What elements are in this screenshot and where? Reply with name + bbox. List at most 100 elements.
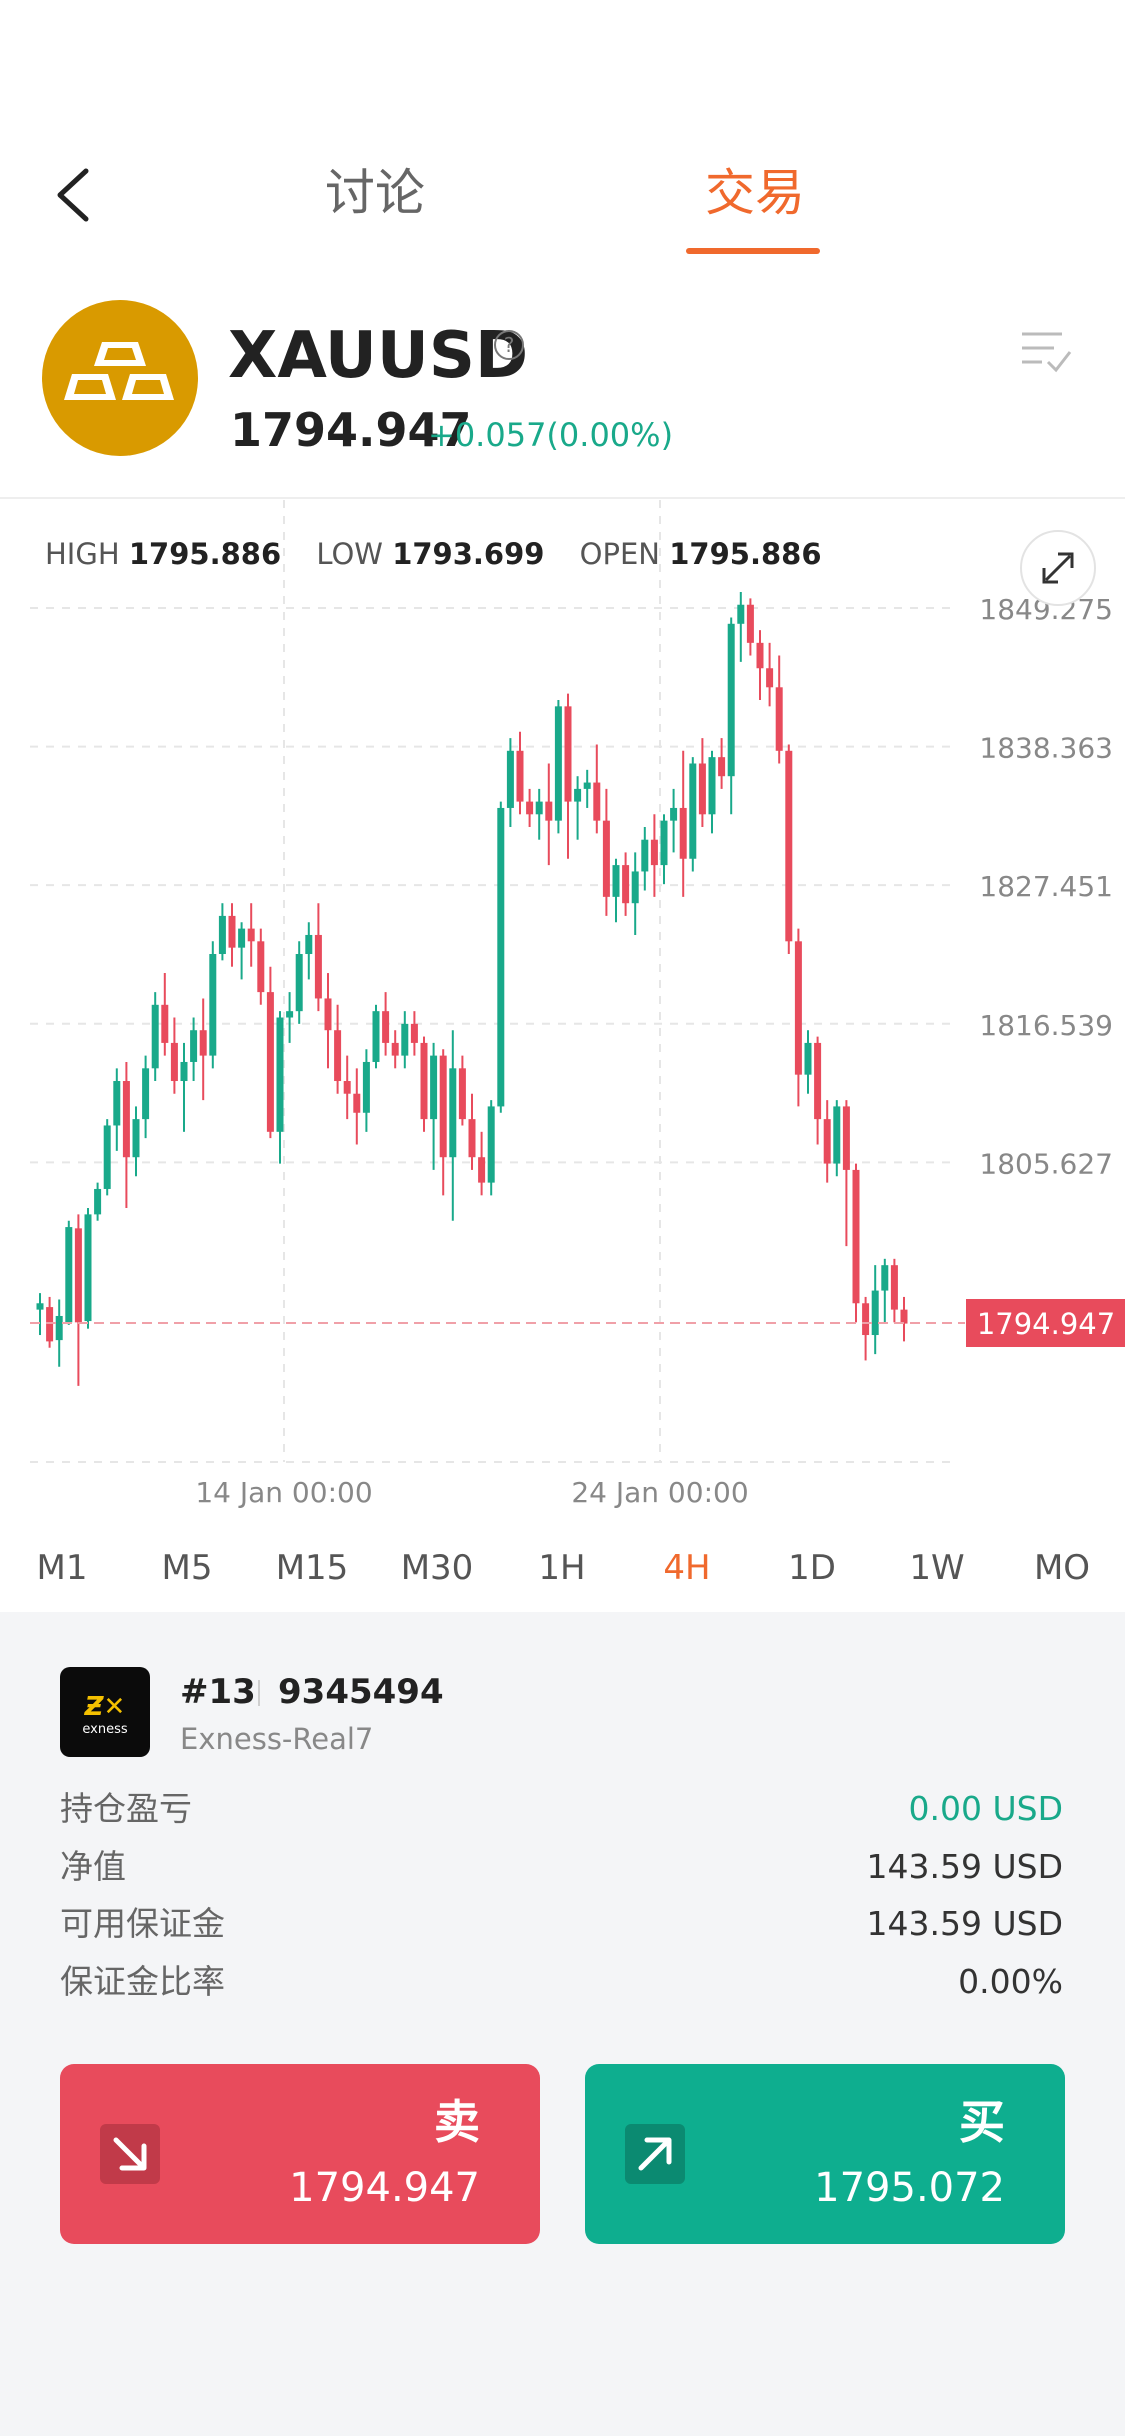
candle <box>871 1265 879 1355</box>
candle <box>74 1214 82 1386</box>
timeframe-mo[interactable]: MO <box>1033 1548 1091 1588</box>
timeframe-1w[interactable]: 1W <box>909 1548 965 1588</box>
y-tick-label: 1816.539 <box>979 1009 1113 1042</box>
candle <box>554 699 562 834</box>
current-price: 1794.947 <box>230 403 472 457</box>
candle <box>65 1220 73 1325</box>
candle <box>670 788 678 853</box>
buy-price: 1795.072 <box>814 2165 1005 2211</box>
candle <box>535 788 543 840</box>
open-value: 1795.886 <box>669 537 822 571</box>
candle <box>737 592 745 662</box>
high-label: HIGH <box>45 537 120 571</box>
expand-icon[interactable] <box>1020 530 1096 606</box>
gold-bars-icon <box>42 300 198 456</box>
timeframe-1d[interactable]: 1D <box>788 1548 836 1588</box>
candle <box>439 1049 447 1196</box>
candle <box>420 1036 428 1132</box>
candle <box>679 750 687 897</box>
candle <box>55 1299 63 1367</box>
candle <box>247 903 255 967</box>
price-chart[interactable]: 1849.2751838.3631827.4511816.5391805.627… <box>0 500 1125 1510</box>
candle <box>756 630 764 700</box>
y-tick-label: 1838.363 <box>979 732 1113 765</box>
candle <box>660 814 668 885</box>
candle <box>766 642 774 707</box>
candle <box>305 922 313 980</box>
candle <box>823 1100 831 1183</box>
timeframe-4h[interactable]: 4H <box>663 1548 711 1588</box>
candle <box>36 1293 44 1336</box>
tab-discussion[interactable]: 讨论 <box>325 164 425 222</box>
sell-button[interactable]: 卖 1794.947 <box>60 2064 540 2244</box>
candle <box>199 998 207 1101</box>
y-tick-label: 1805.627 <box>979 1147 1113 1180</box>
x-tick-label: 14 Jan 00:00 <box>195 1476 372 1509</box>
candle <box>324 973 332 1069</box>
margin-level-value: 0.00% <box>958 1962 1063 2001</box>
candle <box>343 1055 351 1120</box>
candle <box>401 1011 409 1069</box>
tab-trade[interactable]: 交易 <box>705 164 805 222</box>
candle <box>842 1100 850 1247</box>
current-price-tag <box>966 1299 1125 1347</box>
timeframe-m30[interactable]: M30 <box>400 1548 474 1588</box>
checklist-icon[interactable] <box>1020 328 1072 374</box>
candle <box>650 814 658 897</box>
candle <box>113 1068 121 1151</box>
timeframe-1h[interactable]: 1H <box>538 1548 586 1588</box>
arrow-down-right-icon <box>100 2124 160 2184</box>
candle <box>430 1042 438 1170</box>
candle <box>487 1100 495 1196</box>
chevron-left-icon[interactable] <box>48 165 108 225</box>
candle <box>218 903 226 961</box>
header-divider <box>0 497 1125 499</box>
candle <box>478 1131 486 1196</box>
candle <box>612 858 620 923</box>
candle <box>833 1100 841 1177</box>
low-label: LOW <box>316 537 383 571</box>
free-margin-value: 143.59 USD <box>866 1904 1063 1943</box>
candle <box>497 801 505 1113</box>
candle <box>209 941 217 1069</box>
candle <box>775 655 783 764</box>
candle <box>804 1030 812 1094</box>
candle <box>746 598 754 656</box>
timeframe-m5[interactable]: M5 <box>161 1548 213 1588</box>
candle <box>631 852 639 935</box>
low-value: 1793.699 <box>392 537 545 571</box>
candle <box>689 757 697 872</box>
candle <box>314 903 322 1012</box>
candle <box>276 1011 284 1164</box>
candle <box>238 922 246 980</box>
candle <box>900 1296 908 1342</box>
floating-pnl-label: 持仓盈亏 <box>60 1789 192 1828</box>
candle <box>641 827 649 891</box>
candle <box>574 776 582 840</box>
candle <box>161 973 169 1056</box>
candle <box>708 750 716 834</box>
account-server: Exness-Real7 <box>180 1722 374 1756</box>
timeframe-m15[interactable]: M15 <box>275 1548 349 1588</box>
candle <box>458 1055 466 1126</box>
candle <box>151 992 159 1082</box>
candle <box>170 1017 178 1094</box>
candle <box>785 744 793 955</box>
candle <box>881 1258 889 1323</box>
buy-button[interactable]: 买 1795.072 <box>585 2064 1065 2244</box>
x-tick-label: 24 Jan 00:00 <box>571 1476 748 1509</box>
timeframe-m1[interactable]: M1 <box>36 1548 88 1588</box>
svg-text:Ƶ✕: Ƶ✕ <box>84 1692 126 1722</box>
free-margin-label: 可用保证金 <box>60 1904 225 1943</box>
candle <box>718 738 726 789</box>
candle <box>353 1068 361 1145</box>
equity-value: 143.59 USD <box>866 1847 1063 1886</box>
account-separator <box>258 1680 260 1706</box>
candle <box>727 617 735 815</box>
candle <box>94 1182 102 1221</box>
open-label: OPEN <box>579 537 661 571</box>
question-circle-icon[interactable]: ? <box>494 330 524 360</box>
candle <box>372 1004 380 1069</box>
candle <box>862 1296 870 1361</box>
candle <box>602 788 610 916</box>
